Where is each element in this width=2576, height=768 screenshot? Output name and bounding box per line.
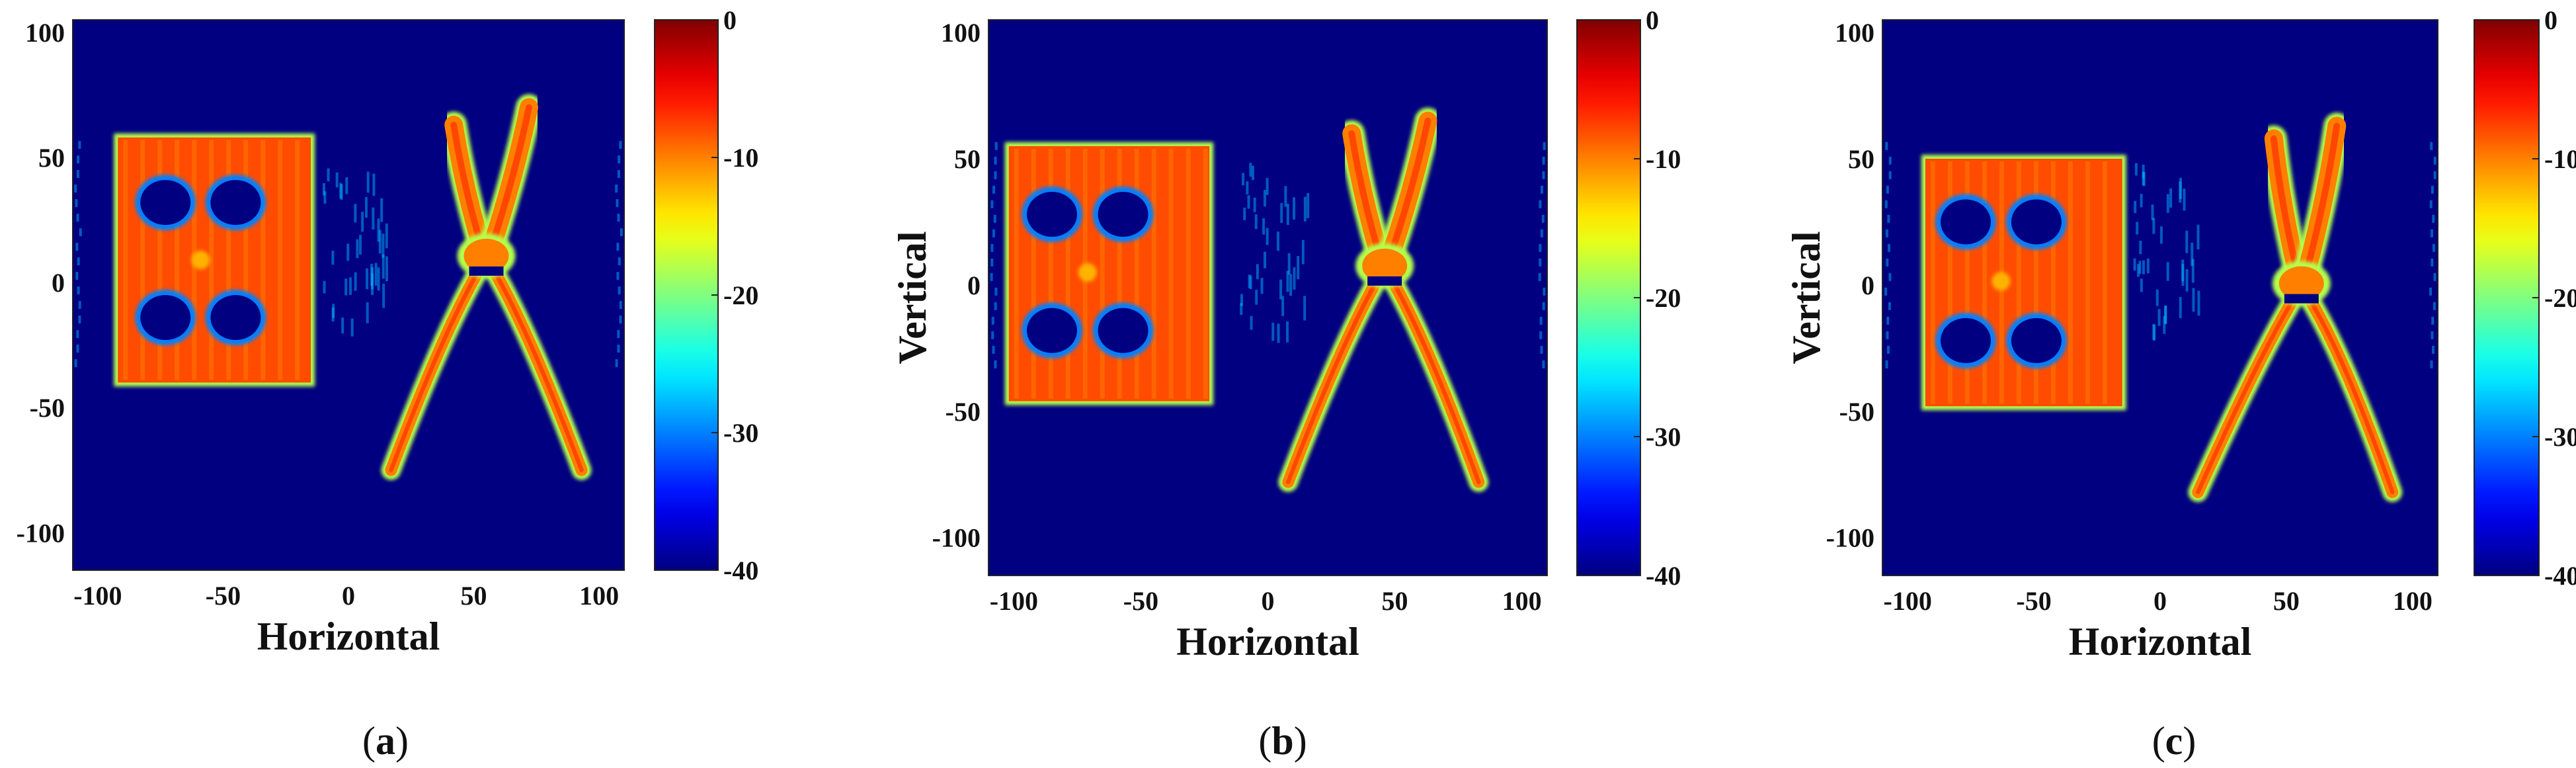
x-tick-label: 50 (2273, 586, 2300, 616)
panel-caption: (a) (362, 719, 409, 763)
heatmap-plate (114, 133, 315, 387)
y-tick-label: -100 (17, 518, 65, 548)
heatmap-pliers (2188, 112, 2403, 502)
x-axis-title: Horizontal (257, 615, 440, 658)
colorbar: 0 -10 -20 -30 -40 (1576, 5, 1681, 591)
colorbar: 0 -10 -20 -30 -40 (654, 5, 758, 585)
panel-caption: (c) (2152, 719, 2196, 763)
x-tick-label: 100 (2393, 586, 2433, 616)
x-tick-label: 100 (579, 581, 619, 611)
x-tick-label: -100 (1884, 586, 1932, 616)
heatmap-plate (1921, 155, 2126, 411)
y-tick-label: 100 (1835, 18, 1874, 48)
chart-panel-a: -100 -50 0 50 100 100 50 0 -50 -100 Horizontal 0 -10… (17, 5, 759, 763)
y-tick-label: 0 (52, 268, 65, 298)
x-axis-title: Horizontal (1176, 620, 1359, 663)
y-tick-label: -100 (932, 523, 981, 553)
colorbar-tick-label: -40 (2544, 561, 2576, 591)
colorbar-tick-label: -20 (723, 280, 758, 310)
colorbar-tick-label: 0 (1646, 5, 1659, 35)
plot-frame (72, 19, 625, 571)
y-tick-label: -100 (1826, 523, 1874, 553)
y-axis-title: Vertical (891, 231, 934, 364)
heatmap-clutter (1884, 142, 2436, 368)
plot-frame (988, 19, 1548, 576)
heatmap-pliers (1278, 107, 1489, 492)
x-tick-label: -100 (990, 586, 1038, 616)
y-axis-title: Vertical (1785, 231, 1828, 364)
y-tick-label: 100 (25, 18, 65, 48)
colorbar-tick-label: -40 (723, 556, 758, 585)
x-tick-label: 0 (342, 581, 355, 611)
x-tick-label: -50 (1123, 586, 1158, 616)
heatmap-plate (1004, 142, 1214, 405)
chart-panel-c: -100 -50 0 50 100100500-50-100HorizontalVert… (1785, 5, 2576, 763)
y-tick-label: -50 (30, 393, 65, 423)
colorbar-scale (2474, 19, 2540, 576)
x-tick-label: 100 (1502, 586, 1542, 616)
x-tick-label: 50 (1382, 586, 1408, 616)
colorbar-tick-label: -30 (723, 418, 758, 448)
colorbar-tick-label: -10 (723, 143, 758, 173)
colorbar-tick-label: -10 (2544, 144, 2576, 174)
y-tick-label: 0 (1861, 271, 1874, 300)
heatmap-clutter (990, 142, 1546, 368)
heatmap-pliers (381, 94, 592, 480)
plot-frame (1882, 19, 2438, 576)
panel-caption: (b) (1258, 719, 1307, 763)
colorbar-scale (654, 19, 719, 571)
x-tick-label: 50 (461, 581, 487, 611)
x-axis-title: Horizontal (2069, 620, 2252, 663)
y-tick-label: 100 (941, 18, 981, 48)
x-tick-label: 0 (2153, 586, 2167, 616)
colorbar-tick-label: -40 (1646, 561, 1681, 591)
y-tick-label: 50 (38, 143, 65, 173)
x-tick-label: -100 (73, 581, 122, 611)
y-tick-label: -50 (1839, 397, 1874, 427)
colorbar-tick-label: 0 (723, 5, 737, 35)
heatmap-clutter (74, 141, 623, 368)
colorbar-tick-label: -30 (2544, 422, 2576, 452)
colorbar-tick-label: -20 (2544, 283, 2576, 313)
colorbar-tick-label: -20 (1646, 283, 1681, 313)
y-tick-label: 0 (967, 271, 981, 300)
y-tick-label: -50 (946, 397, 981, 427)
chart-panel-b: -100 -50 0 50 100100500-50-100HorizontalVert… (891, 5, 1681, 763)
colorbar-scale (1576, 19, 1641, 576)
colorbar-tick-label: -10 (1646, 144, 1681, 174)
colorbar-tick-label: -30 (1646, 422, 1681, 452)
x-tick-label: -50 (206, 581, 241, 611)
y-tick-label: 50 (954, 144, 981, 174)
colorbar-tick-label: 0 (2544, 5, 2557, 35)
y-tick-label: 50 (1848, 144, 1874, 174)
colorbar: 0 -10 -20 -30 -40 (2474, 5, 2576, 591)
x-tick-label: 0 (1262, 586, 1275, 616)
x-tick-label: -50 (2016, 586, 2051, 616)
